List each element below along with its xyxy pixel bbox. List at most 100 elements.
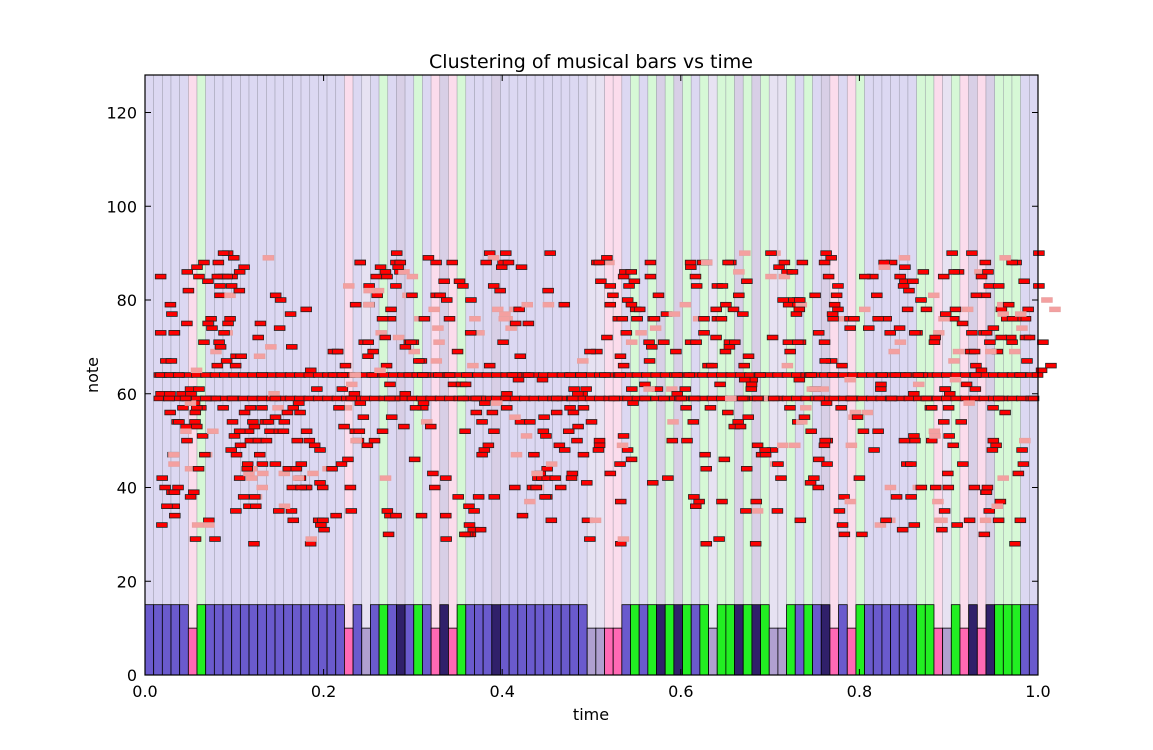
note-mark (290, 466, 303, 472)
cluster-bar (916, 604, 926, 676)
note-mark (384, 381, 396, 388)
note-mark (571, 437, 583, 444)
note-mark (226, 419, 239, 425)
note-mark (795, 301, 808, 308)
note-mark (912, 381, 925, 388)
note-mark (713, 536, 725, 542)
note-mark (317, 517, 329, 524)
note-mark (874, 522, 887, 528)
note-mark (893, 325, 906, 331)
note-mark (487, 255, 500, 261)
note-mark (836, 362, 848, 369)
note-mark (838, 531, 851, 538)
note-mark (639, 381, 651, 388)
note-mark (955, 419, 967, 425)
note-mark (212, 259, 225, 266)
note-mark (273, 508, 285, 514)
note-mark (362, 353, 374, 359)
note-mark (273, 325, 286, 331)
note-mark (494, 287, 506, 294)
note-mark (912, 372, 925, 378)
note-mark (700, 466, 712, 472)
note-mark (617, 433, 630, 439)
note-mark (350, 437, 362, 444)
cluster-bar (422, 604, 432, 676)
note-mark (688, 395, 701, 402)
cluster-bar (586, 627, 597, 676)
note-mark (250, 503, 262, 509)
note-mark (488, 428, 500, 434)
y-axis-ticks: 0 20 40 60 80 100 120 (106, 104, 1038, 685)
note-mark (1016, 447, 1028, 453)
note-mark (509, 320, 522, 327)
note-mark (830, 292, 843, 299)
note-mark (335, 461, 348, 467)
note-mark (820, 400, 833, 406)
note-mark (243, 470, 255, 477)
note-mark (295, 484, 307, 491)
note-mark (633, 306, 646, 313)
cluster-bar (612, 627, 623, 676)
note-mark (734, 423, 747, 430)
note-mark (509, 484, 521, 491)
note-mark (593, 259, 606, 266)
note-mark (751, 508, 764, 514)
note-mark (644, 273, 657, 280)
note-mark (777, 297, 789, 303)
note-mark (963, 400, 975, 406)
note-mark (566, 395, 579, 402)
note-mark (260, 437, 273, 444)
note-mark (979, 517, 992, 524)
note-mark (975, 273, 988, 280)
cluster-bar (508, 604, 519, 676)
note-mark (658, 395, 670, 402)
cluster-bar (838, 604, 848, 676)
note-mark (742, 353, 755, 359)
note-mark (800, 405, 812, 411)
note-mark (1023, 334, 1036, 341)
note-mark (269, 461, 282, 467)
note-mark (1009, 541, 1021, 547)
y-tick-label: 100 (106, 197, 137, 216)
note-mark (381, 273, 393, 280)
note-mark (812, 330, 825, 336)
note-mark (994, 498, 1007, 505)
note-mark (226, 395, 239, 402)
note-mark (901, 306, 914, 313)
note-mark (538, 414, 550, 420)
note-mark (625, 456, 638, 463)
note-mark (740, 508, 752, 514)
note-mark (233, 287, 246, 294)
note-mark (894, 339, 907, 345)
note-mark (166, 311, 178, 317)
cluster-bar (543, 604, 553, 676)
note-mark (379, 475, 392, 481)
cluster-bar (682, 604, 692, 676)
note-mark (346, 381, 358, 388)
note-mark (929, 484, 942, 491)
note-mark (339, 362, 352, 369)
note-mark (968, 484, 981, 491)
note-mark (1018, 278, 1030, 284)
note-mark (956, 320, 969, 327)
cluster-bar (907, 604, 918, 676)
cluster-bar (829, 627, 839, 676)
note-mark (716, 283, 729, 289)
cluster-bar (448, 627, 458, 676)
note-mark (238, 409, 251, 416)
note-mark (453, 278, 466, 284)
note-mark (265, 344, 277, 350)
note-mark (1012, 470, 1025, 477)
note-mark (884, 330, 896, 336)
note-mark (819, 358, 831, 364)
note-mark (441, 297, 453, 303)
cluster-bar (413, 604, 423, 676)
note-mark (601, 334, 613, 341)
cluster-bar (439, 604, 449, 676)
note-mark (191, 405, 203, 411)
note-mark (793, 306, 806, 313)
note-mark (604, 470, 617, 477)
note-mark (168, 461, 180, 467)
note-mark (277, 428, 290, 434)
note-mark (981, 484, 994, 491)
